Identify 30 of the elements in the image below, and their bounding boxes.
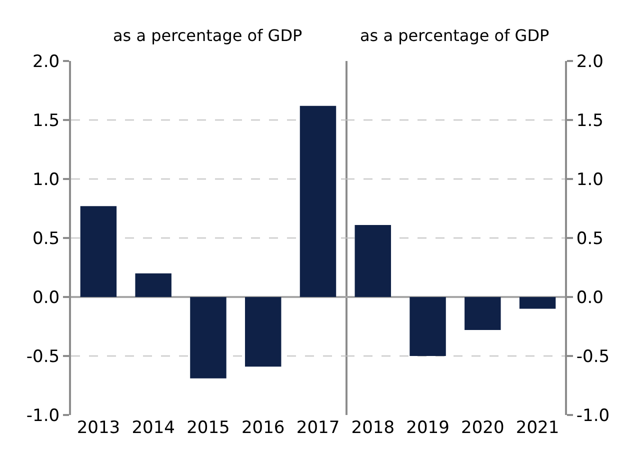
y2-tick-label: 1.0	[576, 170, 604, 190]
bar	[80, 206, 117, 297]
chart-title: as a percentage of GDP	[113, 26, 303, 45]
y-tick-label: -0.5	[26, 346, 60, 367]
bar	[245, 297, 282, 367]
x-tick-label: 2020	[461, 418, 504, 438]
bar	[300, 106, 336, 297]
y-tick-label: -1.0	[26, 406, 60, 426]
x-tick-label: 2018	[351, 418, 395, 438]
x-tick-label: 2021	[516, 418, 560, 438]
x-tick-label: 2019	[406, 418, 450, 438]
y2-tick-label: 0.5	[576, 228, 604, 249]
x-tick-label: 2015	[186, 418, 230, 438]
x-tick-label: 2016	[241, 418, 285, 438]
y2-tick-label: -1.0	[576, 406, 610, 426]
y2-tick-label: -0.5	[576, 346, 610, 367]
y-tick-label: 2.0	[32, 52, 60, 72]
y2-tick-label: 1.5	[576, 110, 604, 131]
chart-title: as a percentage of GDP	[360, 26, 550, 45]
y-tick-label: 1.5	[32, 110, 60, 131]
x-tick-label: 2014	[132, 418, 175, 438]
bar	[190, 297, 226, 378]
y-tick-label: 0.0	[32, 288, 60, 308]
x-tick-label: 2013	[76, 418, 120, 438]
y-tick-label: 1.0	[32, 170, 60, 190]
bar	[135, 273, 172, 297]
y2-tick-label: 2.0	[576, 52, 604, 72]
x-tick-label: 2017	[296, 418, 340, 438]
y-tick-label: 0.5	[32, 228, 60, 249]
y2-tick-label: 0.0	[576, 288, 604, 308]
